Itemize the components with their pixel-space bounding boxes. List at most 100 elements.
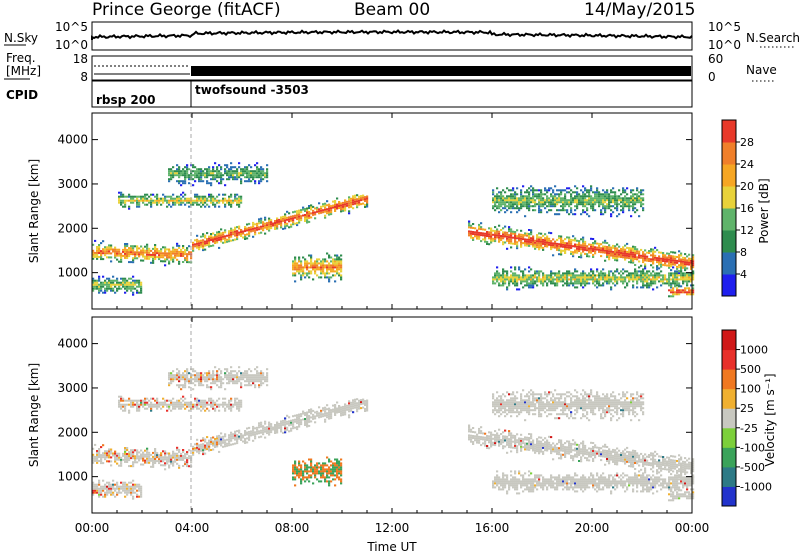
velocity-cell — [144, 404, 146, 406]
power-cell — [364, 200, 366, 202]
power-cell — [564, 246, 566, 248]
power-cell — [616, 247, 618, 249]
power-cell — [678, 250, 680, 252]
power-cell — [510, 270, 512, 272]
power-cell — [114, 249, 116, 251]
power-cell — [132, 259, 134, 261]
velocity-cell — [150, 402, 152, 404]
power-cell — [586, 189, 588, 191]
power-cell — [292, 223, 294, 225]
power-cell — [562, 201, 564, 203]
power-cell — [492, 240, 494, 242]
power-cell — [588, 282, 590, 284]
power-cell — [584, 278, 586, 280]
power-cell — [530, 239, 532, 241]
power-cell — [528, 270, 530, 272]
power-cell — [646, 286, 648, 288]
power-cell — [180, 170, 182, 172]
power-cell — [596, 187, 598, 189]
power-cell — [240, 172, 242, 174]
power-cell — [550, 240, 552, 242]
power-cell — [334, 258, 336, 260]
velocity-cell — [226, 382, 228, 384]
velocity-cell — [126, 400, 128, 402]
velocity-cell — [174, 376, 176, 378]
power-cell — [644, 280, 646, 282]
power-cell — [216, 233, 218, 235]
power-cell — [518, 240, 520, 242]
power-cell — [636, 201, 638, 203]
power-cell — [286, 211, 288, 213]
velocity-cell — [178, 404, 180, 406]
power-cell — [124, 278, 126, 280]
power-cell — [534, 246, 536, 248]
velocity-cell — [106, 450, 108, 452]
power-cell — [258, 218, 260, 220]
cpid-mode-rbsp: rbsp 200 — [96, 93, 155, 107]
power-cell — [122, 284, 124, 286]
power-cell — [208, 170, 210, 172]
power-cell — [636, 199, 638, 201]
power-cell — [506, 232, 508, 234]
velocity-cell — [292, 472, 294, 474]
power-cell — [622, 280, 624, 282]
power-cell — [540, 243, 542, 245]
power-cell — [652, 255, 654, 257]
power-cell — [638, 257, 640, 259]
power-cell — [580, 252, 582, 254]
velocity-cell — [244, 372, 246, 374]
velocity-cell — [102, 454, 104, 456]
power-cell — [510, 201, 512, 203]
velocity-cell — [106, 452, 108, 454]
power-cell — [144, 250, 146, 252]
power-cell — [506, 197, 508, 199]
power-cell — [676, 276, 678, 278]
power-cell — [366, 202, 368, 204]
power-cell — [320, 210, 322, 212]
power-cell — [132, 257, 134, 259]
power-cell — [340, 260, 342, 262]
power-cell — [178, 204, 180, 206]
velocity-cell — [132, 486, 134, 488]
velocity-cell — [128, 412, 130, 414]
power-cell — [304, 218, 306, 220]
velocity-cell — [194, 370, 196, 372]
power-cell — [240, 178, 242, 180]
colorbar-tick-label: 28 — [740, 136, 754, 149]
power-cell — [308, 276, 310, 278]
power-cell — [540, 241, 542, 243]
velocity-cell — [288, 424, 290, 426]
power-cell — [562, 274, 564, 276]
velocity-cell — [116, 459, 118, 461]
power-cell — [110, 288, 112, 290]
velocity-cell — [188, 380, 190, 382]
velocity-cell — [238, 438, 240, 440]
power-cell — [554, 274, 556, 276]
power-cell — [320, 268, 322, 270]
power-cell — [632, 205, 634, 207]
power-cell — [520, 280, 522, 282]
power-cell — [248, 180, 250, 182]
power-cell — [234, 166, 236, 168]
velocity-cell — [146, 404, 148, 406]
velocity-cell — [172, 398, 174, 400]
power-cell — [248, 227, 250, 229]
power-cell — [98, 246, 100, 248]
velocity-cell — [232, 378, 234, 380]
power-cell — [672, 295, 674, 297]
velocity-cell — [182, 396, 184, 398]
velocity-cell — [102, 486, 104, 488]
power-cell — [524, 191, 526, 193]
velocity-cell — [230, 438, 232, 440]
velocity-cell — [188, 455, 190, 457]
velocity-cell — [214, 366, 216, 368]
power-cell — [558, 253, 560, 255]
power-cell — [604, 191, 606, 193]
power-cell — [502, 235, 504, 237]
power-cell — [680, 261, 682, 263]
velocity-cell — [204, 441, 206, 443]
power-cell — [566, 236, 568, 238]
velocity-cell — [298, 464, 300, 466]
power-cell — [270, 219, 272, 221]
velocity-cell — [258, 430, 260, 432]
